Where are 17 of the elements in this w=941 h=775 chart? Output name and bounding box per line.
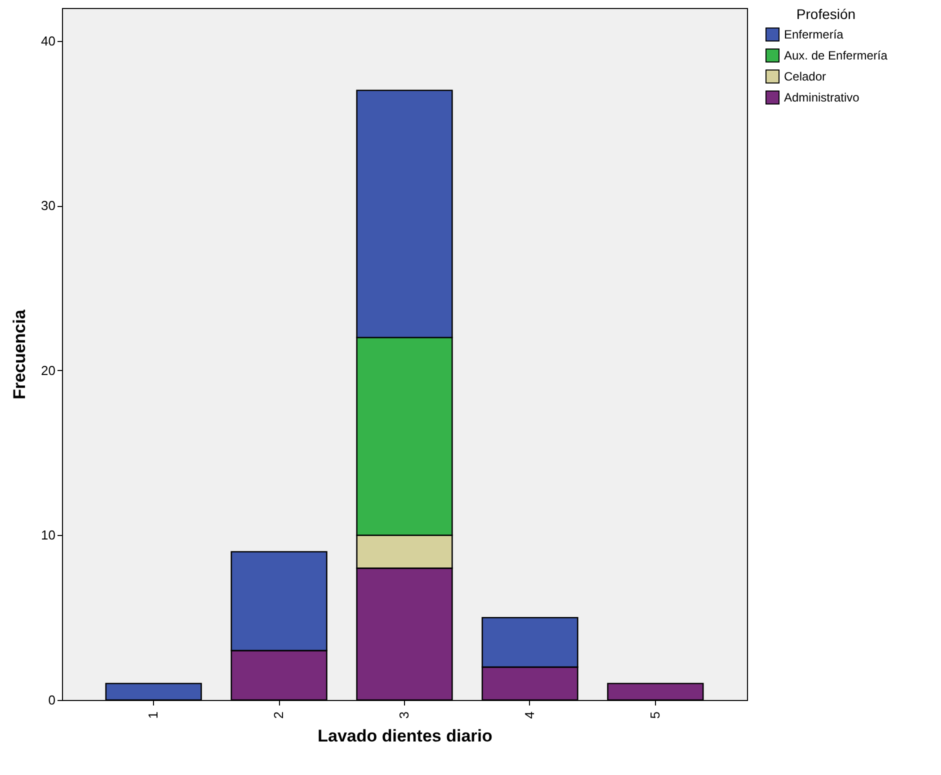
y-tick-label: 20 xyxy=(41,362,56,378)
x-tick-label: 2 xyxy=(271,712,286,719)
x-axis-title: Lavado dientes diario xyxy=(318,726,492,746)
legend-label: Enfermería xyxy=(784,28,844,42)
x-tick-label: 3 xyxy=(396,712,412,719)
legend-title: Profesión xyxy=(796,6,856,22)
y-tick-label: 0 xyxy=(48,692,56,708)
y-tick-label: 10 xyxy=(41,528,56,543)
legend-label: Aux. de Enfermería xyxy=(784,48,888,62)
y-axis-title: Frecuencia xyxy=(10,309,30,400)
x-tick-label: 4 xyxy=(522,712,537,719)
y-tick-label: 30 xyxy=(41,198,56,214)
x-tick-label: 1 xyxy=(146,712,161,719)
legend-label: Celador xyxy=(784,70,826,84)
legend-label: Administrativo xyxy=(784,90,860,104)
y-tick-label: 40 xyxy=(41,33,56,48)
x-tick-label: 5 xyxy=(647,712,662,719)
